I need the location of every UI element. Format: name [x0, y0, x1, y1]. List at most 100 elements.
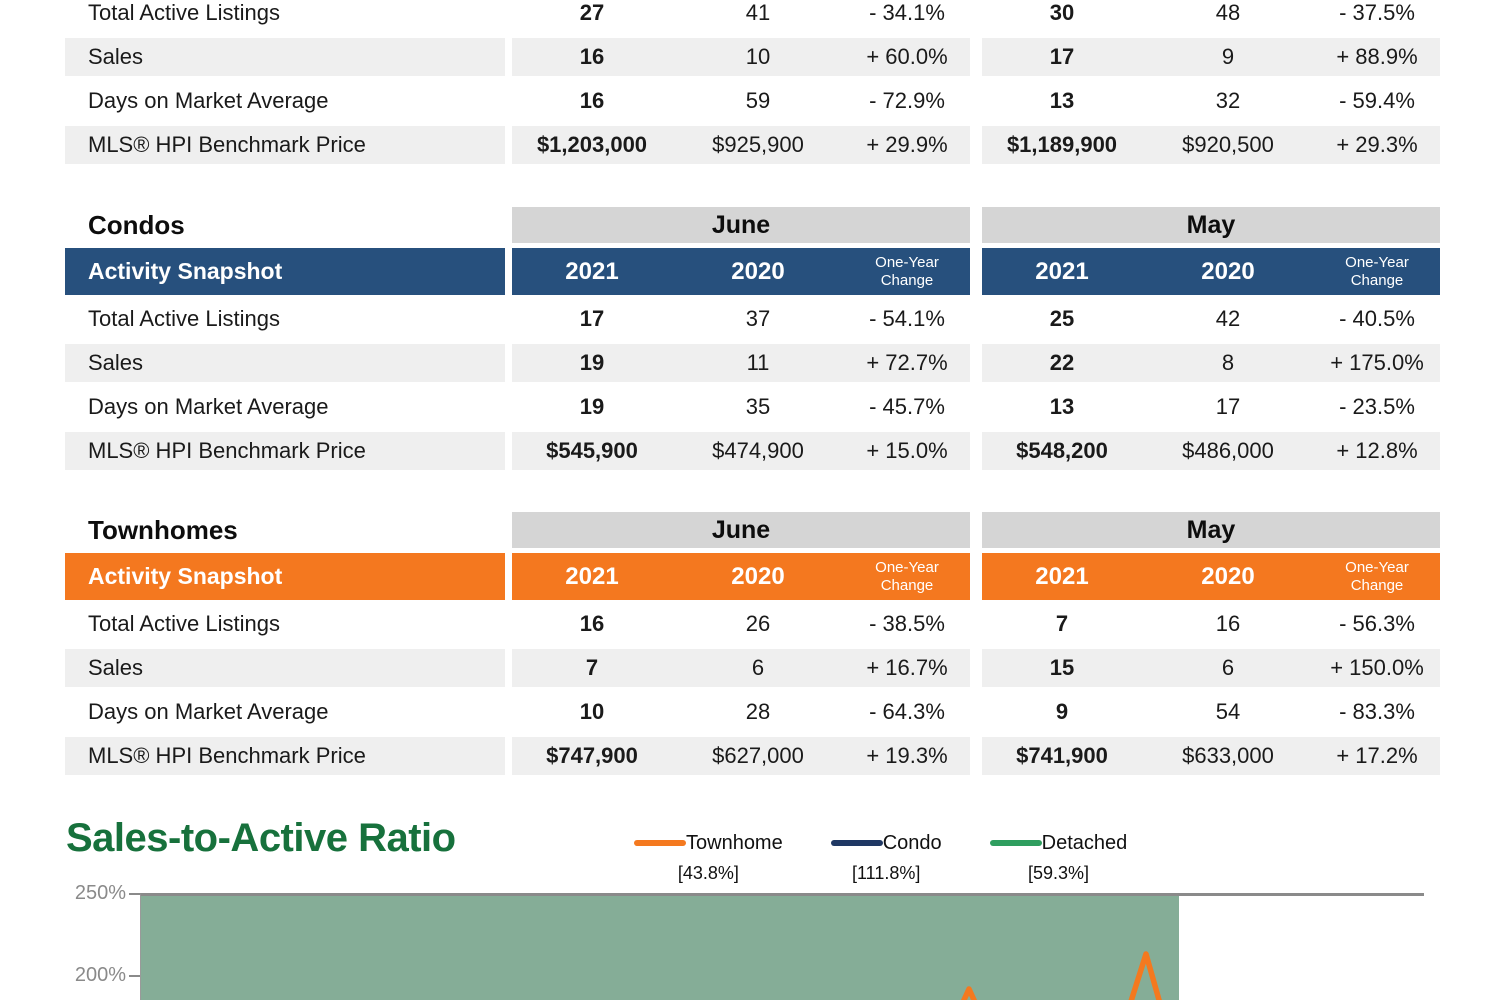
table-row: MLS® HPI Benchmark Price $747,900 $627,0… [65, 737, 1440, 775]
sales-to-active-ratio-chart [140, 893, 1424, 1000]
col-change-label: One-Year Change [875, 254, 939, 289]
legend-item-townhome: Townhome [43.8%] [634, 830, 783, 884]
table-row: Sales 19 11 + 72.7% 22 8 + 175.0% [65, 344, 1440, 382]
month-header-may: May [982, 207, 1440, 243]
june-2021-value: 16 [579, 44, 605, 69]
chart-title: Sales-to-Active Ratio [66, 816, 456, 860]
may-2021-value: $548,200 [1016, 438, 1108, 463]
column-gap [970, 126, 982, 164]
may-2020-value: 6 [1221, 655, 1235, 680]
condo-line-swatch-icon [830, 840, 883, 846]
column-gap [970, 344, 982, 382]
legend-item-condo: Condo [111.8%] [830, 830, 942, 884]
may-2020-value: 17 [1215, 394, 1241, 419]
row-label: Total Active Listings [88, 0, 280, 25]
june-change-value: - 72.9% [869, 88, 945, 113]
section-title: Condos [88, 209, 185, 240]
may-2020-value: 9 [1221, 44, 1235, 69]
june-columns: 2021 2020 One-Year Change [512, 248, 970, 295]
june-change-value: + 29.9% [866, 132, 948, 157]
column-gap [970, 0, 982, 32]
june-change-value: - 34.1% [869, 0, 945, 25]
row-label: Sales [65, 344, 505, 382]
june-group: 16 10 + 60.0% [512, 38, 970, 76]
legend-label: Townhome [686, 831, 783, 854]
column-gap [505, 300, 512, 338]
column-gap [505, 207, 512, 243]
may-group: 30 48 - 37.5% [982, 0, 1440, 32]
table-row: Days on Market Average 19 35 - 45.7% 13 … [65, 388, 1440, 426]
june-group: $545,900 $474,900 + 15.0% [512, 432, 970, 470]
june-2020-value: $627,000 [712, 743, 804, 768]
may-2021-value: 30 [1049, 0, 1075, 25]
june-2020-value: $925,900 [712, 132, 804, 157]
may-2021-value: 9 [1055, 699, 1069, 724]
june-change-value: + 19.3% [866, 743, 948, 768]
may-group: 9 54 - 83.3% [982, 693, 1440, 731]
june-change-value: + 16.7% [866, 655, 948, 680]
column-gap [970, 300, 982, 338]
june-2021-value: $1,203,000 [536, 132, 648, 157]
column-gap [505, 0, 512, 32]
june-2020-value: 28 [745, 699, 771, 724]
june-change-value: - 38.5% [869, 611, 945, 636]
row-label: MLS® HPI Benchmark Price [65, 432, 505, 470]
column-gap [505, 693, 512, 731]
table-row: Sales 16 10 + 60.0% 17 9 + 88.9% [65, 38, 1440, 76]
column-gap [505, 649, 512, 687]
activity-snapshot-header: Activity Snapshot 2021 2020 One-Year Cha… [65, 553, 1440, 600]
may-change-value: - 23.5% [1339, 394, 1415, 419]
june-group: 16 26 - 38.5% [512, 605, 970, 643]
table-row: MLS® HPI Benchmark Price $545,900 $474,9… [65, 432, 1440, 470]
may-change-value: - 83.3% [1339, 699, 1415, 724]
column-gap [970, 737, 982, 775]
may-2021-value: $1,189,900 [1006, 132, 1118, 157]
column-gap [970, 512, 982, 548]
column-gap [505, 512, 512, 548]
column-gap [505, 344, 512, 382]
june-2020-value: 11 [746, 350, 770, 375]
column-gap [970, 553, 982, 600]
legend-value: [111.8%] [851, 863, 921, 883]
may-2020-value: $633,000 [1182, 743, 1274, 768]
y-axis-tick-250: 250% [74, 882, 126, 904]
section-header: Condos June May [65, 207, 1440, 243]
june-2021-value: 19 [579, 394, 605, 419]
table-row: Days on Market Average 10 28 - 64.3% 9 5… [65, 693, 1440, 731]
legend-label: Condo [882, 831, 942, 854]
row-label: Total Active Listings [88, 306, 280, 331]
may-2020-value: 8 [1221, 350, 1235, 375]
row-label: Total Active Listings [88, 611, 280, 636]
condos-table: Condos June May Activity Snapshot 2021 2… [65, 207, 1440, 476]
column-gap [505, 82, 512, 120]
chart-legend: Townhome [43.8%] Condo [111.8%] Detached… [634, 830, 1127, 884]
townhomes-table: Townhomes June May Activity Snapshot 202… [65, 512, 1440, 781]
may-group: 22 8 + 175.0% [982, 344, 1440, 382]
column-gap [970, 248, 982, 295]
may-change-value: + 150.0% [1330, 655, 1424, 680]
y-axis-tick-mark [129, 893, 140, 895]
may-columns: 2021 2020 One-Year Change [982, 553, 1440, 600]
column-gap [505, 553, 512, 600]
col-2021-label: 2021 [1035, 562, 1089, 590]
may-2020-value: $486,000 [1182, 438, 1274, 463]
may-2021-value: 22 [1049, 350, 1075, 375]
june-group: 27 41 - 34.1% [512, 0, 970, 32]
col-2021-label: 2021 [1035, 257, 1089, 285]
col-2020-label: 2020 [1201, 562, 1255, 590]
may-group: 13 17 - 23.5% [982, 388, 1440, 426]
may-group: 17 9 + 88.9% [982, 38, 1440, 76]
col-2020-label: 2020 [1201, 257, 1255, 285]
may-change-value: + 29.3% [1336, 132, 1418, 157]
snapshot-label: Activity Snapshot [65, 553, 505, 600]
june-2021-value: 10 [579, 699, 605, 724]
townhome-ratio-line [960, 951, 1162, 1000]
row-label: Days on Market Average [88, 699, 329, 724]
may-change-value: - 37.5% [1339, 0, 1415, 25]
column-gap [970, 207, 982, 243]
column-gap [505, 126, 512, 164]
column-gap [970, 38, 982, 76]
june-2020-value: 37 [745, 306, 771, 331]
sellers-market-shaded-area [141, 896, 1179, 1000]
june-2020-value: 10 [745, 44, 771, 69]
